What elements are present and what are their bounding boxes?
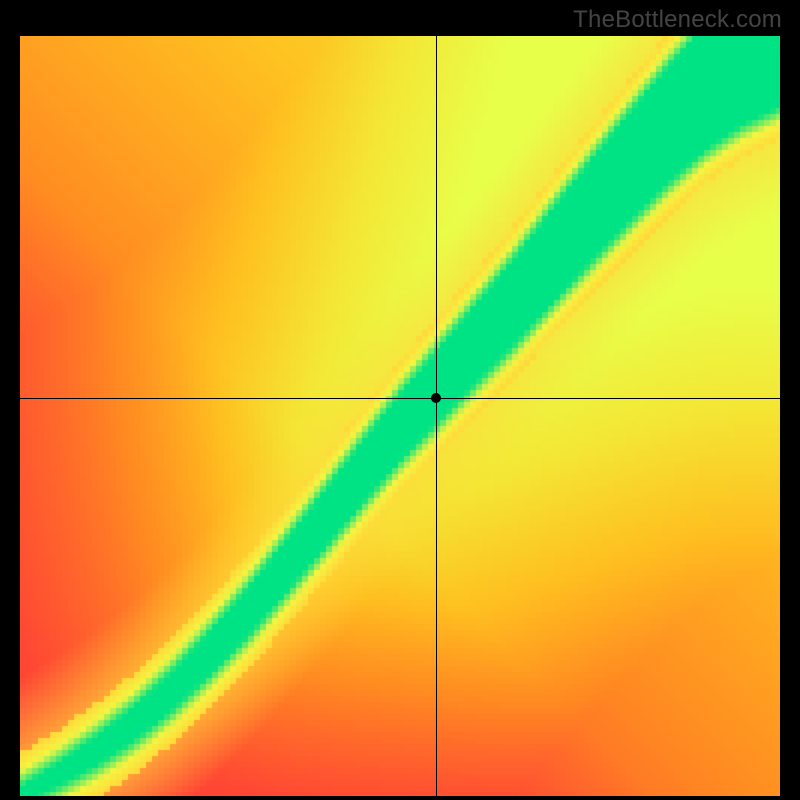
crosshair-vertical xyxy=(436,36,437,796)
crosshair-horizontal xyxy=(20,398,780,399)
heatmap-canvas xyxy=(20,36,780,796)
watermark-text: TheBottleneck.com xyxy=(573,6,782,34)
crosshair-marker[interactable] xyxy=(431,393,441,403)
heatmap-plot xyxy=(20,36,780,796)
